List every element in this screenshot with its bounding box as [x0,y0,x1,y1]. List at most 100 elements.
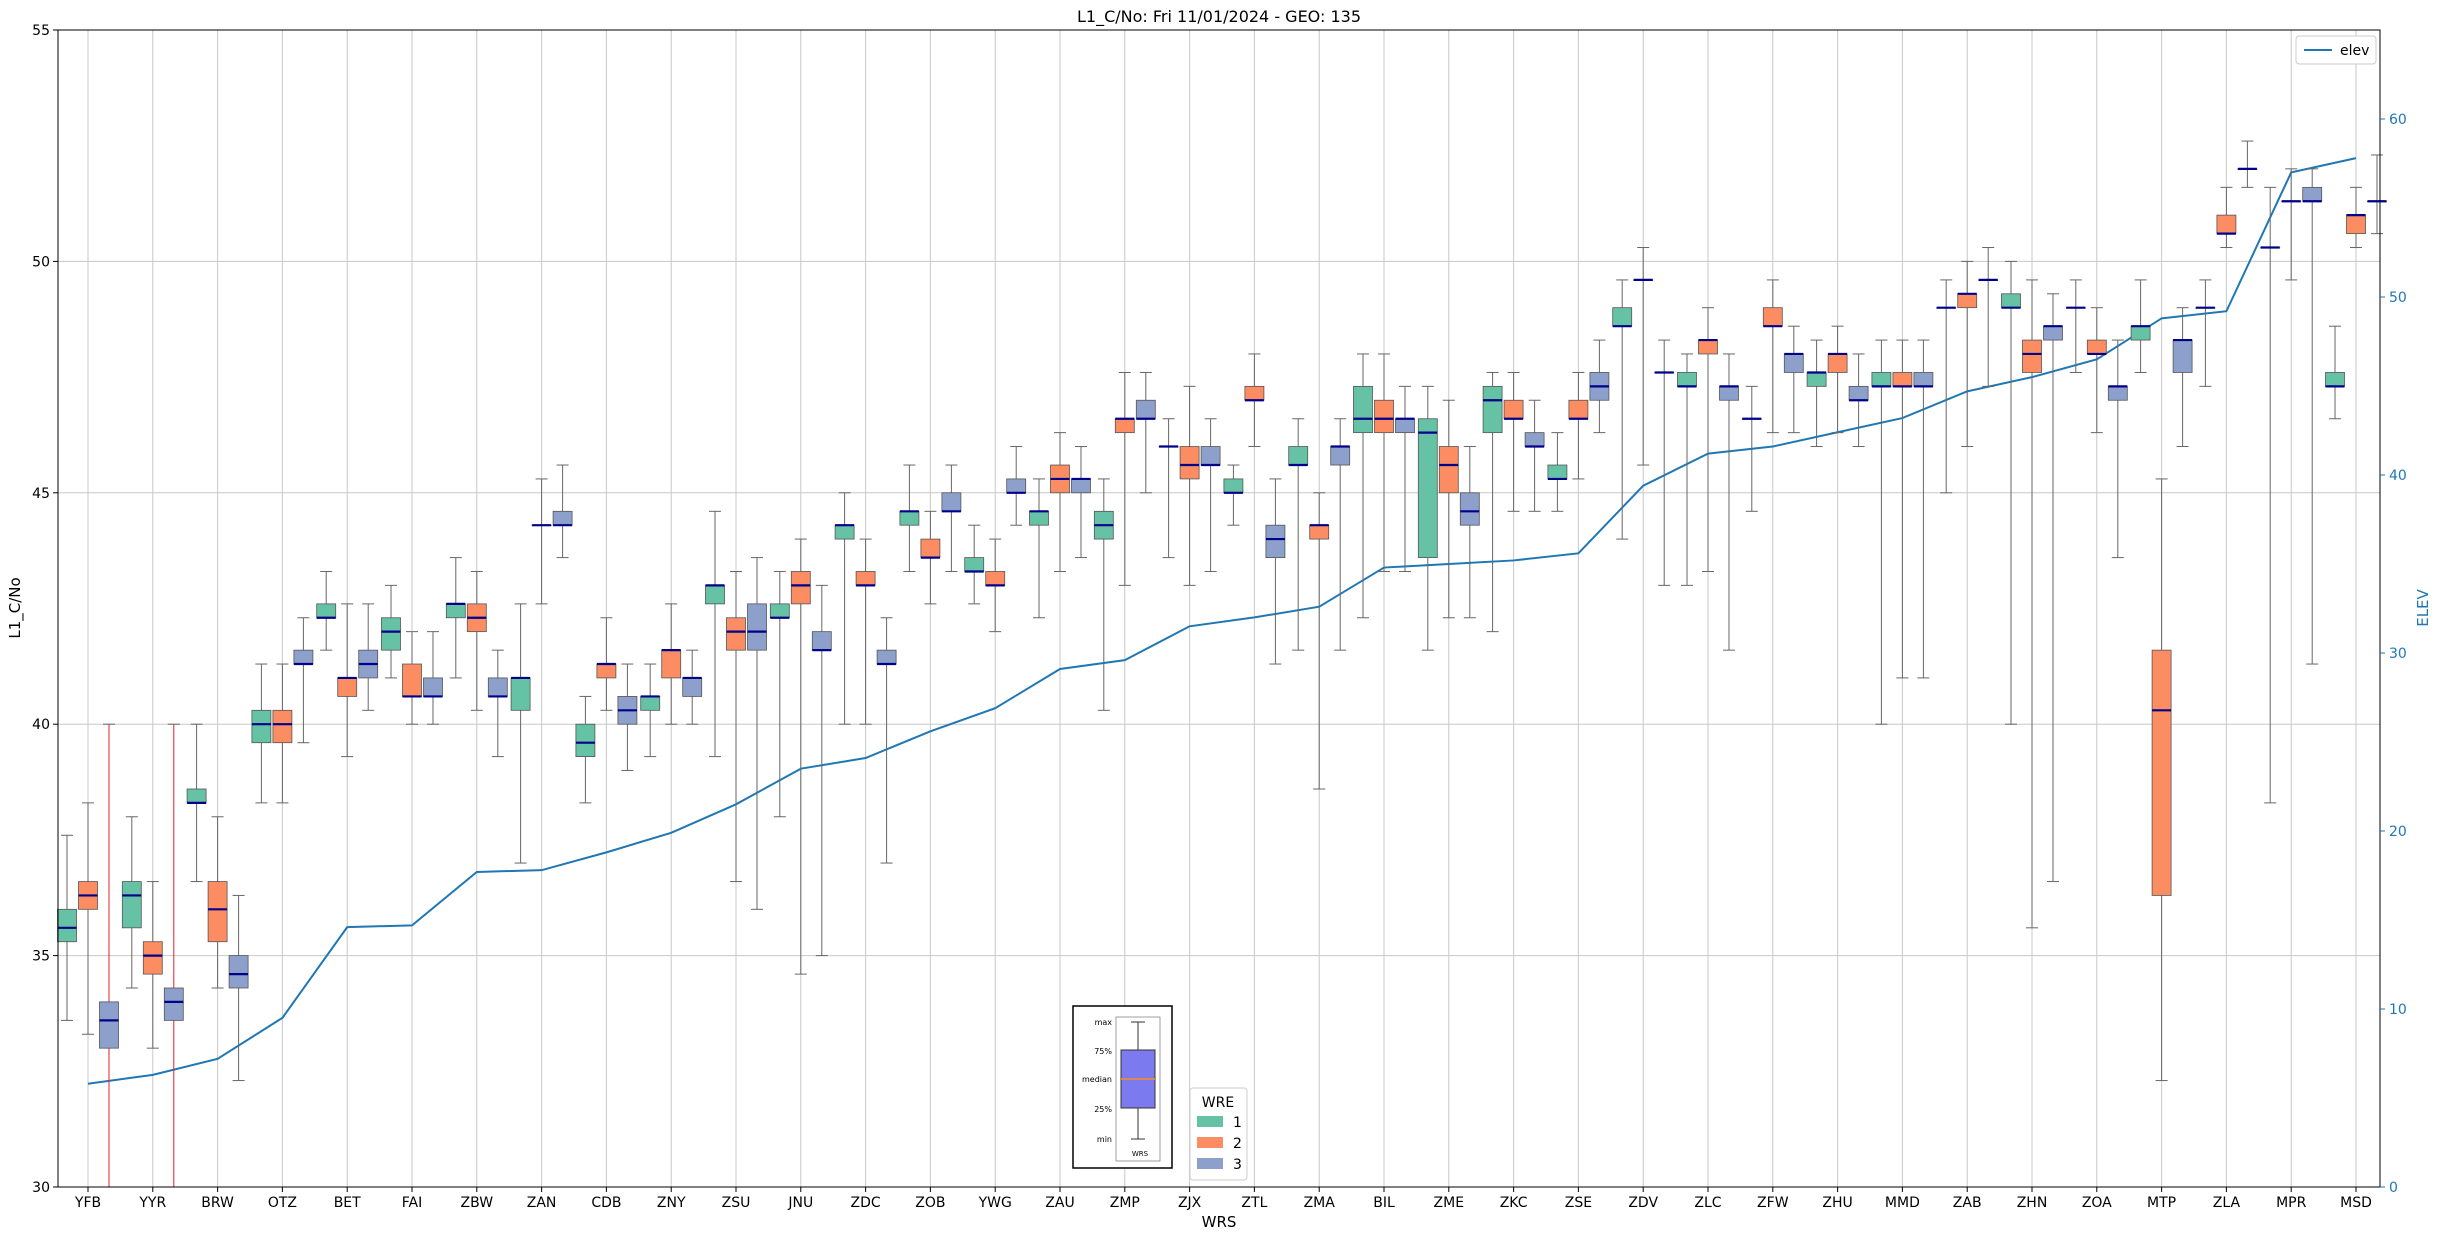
box-zan-wre1 [510,677,531,711]
wre-legend-title: WRE [1202,1095,1234,1111]
box-zoa-wre2 [2086,339,2107,355]
boxplot-key-max-label: max [1095,1018,1113,1027]
box-zsu-wre2 [726,617,746,651]
box-jnu-wre1 [769,603,790,619]
box-fai-wre3 [423,677,443,697]
elevation-line-layer [87,157,2357,1085]
box-zob-wre2 [920,538,941,558]
x-tick-label: OTZ [268,1195,297,1211]
box-zma-wre1 [1288,446,1309,466]
boxplot-key-median-label: median [1082,1075,1112,1084]
box-zme-wre2 [1438,446,1459,494]
box-zny-wre3 [682,677,703,697]
y2-tick-label: 50 [2389,290,2407,306]
plot-frame [57,29,2381,1188]
box-zkc-wre1 [1482,385,1503,434]
box-mmd-wre3 [1913,372,1934,387]
box-zdc-wre3 [876,649,897,665]
x-tick-label: ZAB [1953,1195,1982,1211]
box-cdb-wre1 [575,723,596,757]
box-zdv-wre1 [1612,307,1633,327]
box-zjx-wre3 [1200,446,1221,466]
box-zdc-wre2 [855,571,876,586]
box-fai-wre1 [381,617,401,651]
wre-legend-frame [1189,1087,1248,1181]
x-tick-label: MSD [2340,1195,2372,1211]
box-bil-wre3 [1395,418,1415,434]
wre-legend-swatch-2 [1197,1137,1223,1148]
elev-legend: elev [2295,35,2377,65]
box-yyr-wre2 [142,941,163,975]
y-tick-label: 40 [32,717,50,733]
x-tick-label: ZMA [1304,1195,1336,1211]
elev-legend-label: elev [2340,43,2369,59]
x-tick-label: ZAU [1045,1195,1074,1211]
box-zma-wre3 [1330,446,1351,466]
x-axis-label: WRS [1202,1213,1237,1231]
y2-tick-label: 40 [2389,468,2407,484]
box-jnu-wre2 [790,571,811,605]
box-zse-wre2 [1568,399,1589,420]
x-tick-label: YYR [138,1195,166,1211]
boxplot-key-min-label: min [1097,1135,1112,1144]
x-tick-label: ZBW [461,1195,494,1211]
y2-tick-label: 10 [2389,1002,2407,1018]
wre-legend-label-1: 1 [1233,1115,1242,1131]
x-tick-label: YWG [978,1195,1012,1211]
x-tick-label: MTP [2147,1195,2176,1211]
box-otz-wre2 [272,709,293,744]
box-zfw-wre2 [1762,307,1783,327]
box-zau-wre1 [1029,510,1049,526]
box-yyr-wre1 [121,881,142,929]
x-tick-label: ZHU [1822,1195,1852,1211]
box-ywg-wre1 [964,557,985,572]
box-ztl-wre1 [1223,478,1244,494]
box-mmd-wre1 [1871,372,1892,387]
boxplot-key-q3-label: 75% [1094,1047,1112,1056]
box-zsu-wre1 [705,584,725,605]
y2-tick-label: 30 [2389,646,2407,662]
x-tick-label: ZDV [1628,1195,1658,1211]
y2-tick-label: 20 [2389,824,2407,840]
box-yyr-wre3 [163,987,184,1021]
x-tick-label: BRW [201,1195,234,1211]
box-brw-wre1 [186,788,207,804]
wre-legend-swatch-1 [1197,1116,1223,1127]
x-tick-label: ZKC [1500,1195,1528,1211]
y-tick-label: 35 [32,949,50,965]
box-zau-wre3 [1071,478,1091,494]
x-tick-label: ZMP [1110,1195,1140,1211]
box-zdc-wre1 [834,524,855,540]
box-ztl-wre2 [1244,385,1265,401]
chart-title: L1_C/No: Fri 11/01/2024 - GEO: 135 [1077,7,1361,27]
box-zbw-wre1 [445,603,466,619]
box-zjx-wre2 [1179,446,1200,480]
y-axis-label: L1_C/No [6,577,25,638]
box-zse-wre1 [1547,464,1568,480]
box-zmp-wre3 [1135,399,1156,420]
box-zob-wre1 [899,510,920,526]
box-zhn-wre1 [2001,293,2021,309]
x-tick-label: ZDC [851,1195,881,1211]
box-ywg-wre2 [985,571,1006,586]
box-zab-wre2 [1957,293,1978,309]
box-bet-wre1 [316,603,337,619]
box-mmd-wre2 [1892,372,1913,387]
box-mpr-wre3 [2302,186,2323,202]
box-jnu-wre3 [811,631,832,651]
boxplot-key: max 75% median 25% min WRS [1072,1005,1173,1169]
x-tick-label: ZAN [527,1195,557,1211]
box-ywg-wre3 [1006,478,1027,494]
box-mtp-wre3 [2172,339,2193,373]
box-bil-wre2 [1374,399,1394,434]
box-zkc-wre3 [1524,432,1545,447]
wre-legend-swatch-3 [1197,1158,1223,1169]
box-msd-wre1 [2325,372,2345,387]
x-tick-label: ZLC [1694,1195,1721,1211]
box-bil-wre1 [1353,385,1373,434]
y-axis-right: 0 10 20 30 40 50 60 [2380,112,2407,1196]
y2-tick-label: 60 [2389,112,2407,128]
wre-legend-label-3: 3 [1233,1157,1242,1173]
y-tick-label: 30 [32,1180,50,1196]
